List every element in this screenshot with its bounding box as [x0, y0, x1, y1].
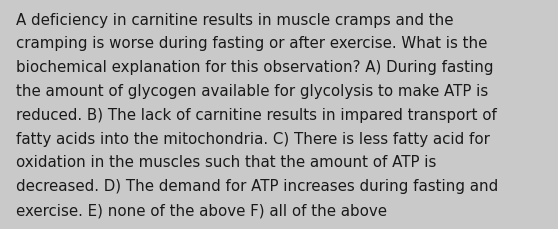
Text: biochemical explanation for this observation? A) During fasting: biochemical explanation for this observa…: [16, 60, 493, 75]
Text: reduced. B) The lack of carnitine results in impared transport of: reduced. B) The lack of carnitine result…: [16, 107, 497, 122]
Text: the amount of glycogen available for glycolysis to make ATP is: the amount of glycogen available for gly…: [16, 84, 488, 99]
Text: exercise. E) none of the above F) all of the above: exercise. E) none of the above F) all of…: [16, 202, 387, 217]
Text: fatty acids into the mitochondria. C) There is less fatty acid for: fatty acids into the mitochondria. C) Th…: [16, 131, 489, 146]
Text: oxidation in the muscles such that the amount of ATP is: oxidation in the muscles such that the a…: [16, 155, 436, 170]
Text: A deficiency in carnitine results in muscle cramps and the: A deficiency in carnitine results in mus…: [16, 13, 453, 27]
Text: decreased. D) The demand for ATP increases during fasting and: decreased. D) The demand for ATP increas…: [16, 179, 498, 194]
Text: cramping is worse during fasting or after exercise. What is the: cramping is worse during fasting or afte…: [16, 36, 487, 51]
